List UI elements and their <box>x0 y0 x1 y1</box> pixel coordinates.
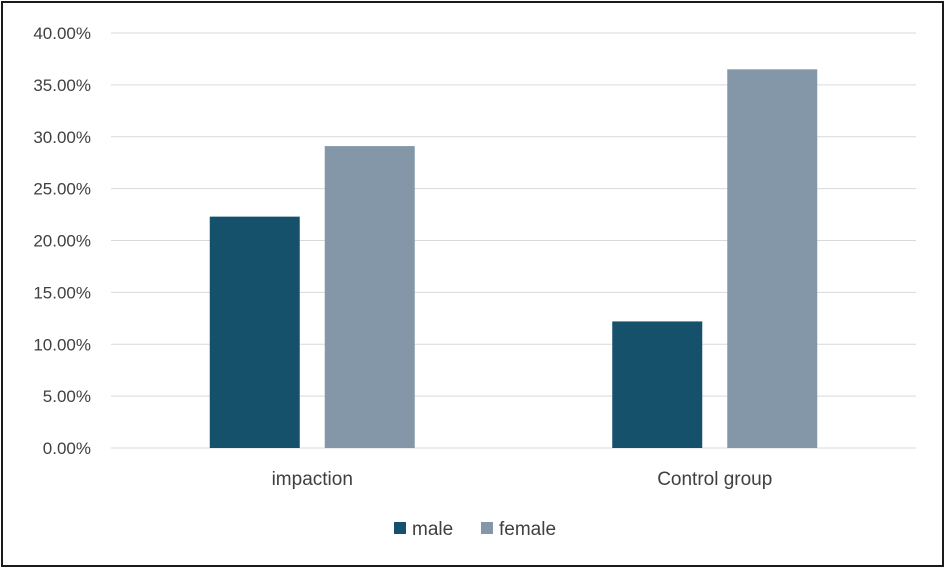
y-tick-label: 5.00% <box>43 387 91 406</box>
bar-male-1 <box>612 321 703 448</box>
x-category-label: impaction <box>272 469 353 490</box>
y-tick-label: 10.00% <box>33 335 91 354</box>
y-tick-label: 40.00% <box>33 24 91 43</box>
bars <box>209 69 818 448</box>
bar-male-0 <box>209 216 300 448</box>
bar-female-0 <box>324 146 415 448</box>
legend-swatch-male <box>394 522 406 534</box>
y-axis-tick-labels: 0.00% 5.00% 10.00% 15.00% 20.00% 25.00% 30.00%… <box>33 24 91 458</box>
legend: male female <box>394 519 556 540</box>
y-tick-label: 15.00% <box>33 283 91 302</box>
x-category-label: Control group <box>657 469 772 490</box>
y-tick-label: 0.00% <box>43 439 91 458</box>
y-tick-label: 25.00% <box>33 180 91 199</box>
legend-label-male: male <box>412 519 453 540</box>
x-axis-category-labels: impaction Control group <box>272 469 773 490</box>
y-tick-label: 20.00% <box>33 232 91 251</box>
bar-chart: 0.00% 5.00% 10.00% 15.00% 20.00% 25.00% 30.00%… <box>33 24 916 540</box>
y-tick-label: 35.00% <box>33 76 91 95</box>
bar-female-1 <box>727 69 818 448</box>
y-tick-label: 30.00% <box>33 128 91 147</box>
legend-swatch-female <box>481 522 493 534</box>
legend-label-female: female <box>499 519 556 540</box>
